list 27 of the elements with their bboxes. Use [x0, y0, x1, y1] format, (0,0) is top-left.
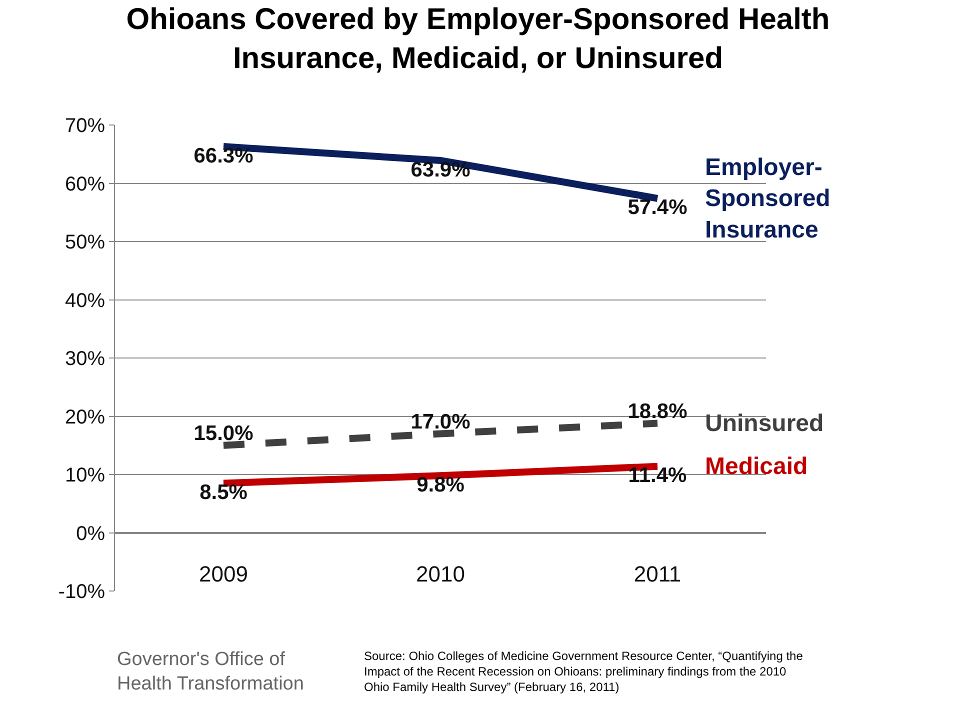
x-tick-label: 2011 [634, 561, 682, 586]
x-tick-label: 2010 [416, 561, 465, 586]
data-label: 18.8% [628, 400, 688, 423]
chart-title: Ohioans Covered by Employer-Sponsored Health Insurance, Medicaid, or Uninsured [126, 2, 830, 75]
data-label: 57.4% [628, 196, 688, 220]
source-note: Source: Ohio Colleges of Medicine Government Resource Center, “Quantifying the Impact of the Recent Recession on Ohioans: preliminary findings from the 2010 Ohio Family Health Survey” (February 16, 2011) [364, 649, 804, 694]
y-tick-label: 40% [64, 290, 106, 312]
data-label: 8.5% [200, 480, 248, 504]
y-tick-label: 30% [64, 348, 106, 370]
text: Governor's Office of Health Transformation [117, 649, 304, 695]
series-label: Medicaid [705, 453, 808, 480]
y-tick-label: 50% [64, 232, 106, 254]
y-tick-label: 10% [64, 464, 106, 486]
x-tick-label: 2009 [199, 561, 248, 586]
data-label: 63.9% [410, 158, 471, 182]
data-label: 15.0% [194, 422, 254, 446]
series-label: Uninsured [705, 410, 824, 437]
y-tick-label: 60% [64, 173, 106, 196]
data-label: 9.8% [416, 473, 465, 496]
data-label: 11.4% [628, 464, 688, 488]
series-label: Employer-Sponsored Insurance [705, 154, 830, 244]
data-label: 66.3% [194, 144, 254, 168]
y-tick-label: -10% [58, 581, 106, 603]
data-label: 17.0% [410, 410, 471, 434]
y-tick-label: 70% [64, 115, 106, 137]
y-tick-label: 0% [76, 522, 106, 545]
y-tick-label: 20% [64, 406, 106, 428]
